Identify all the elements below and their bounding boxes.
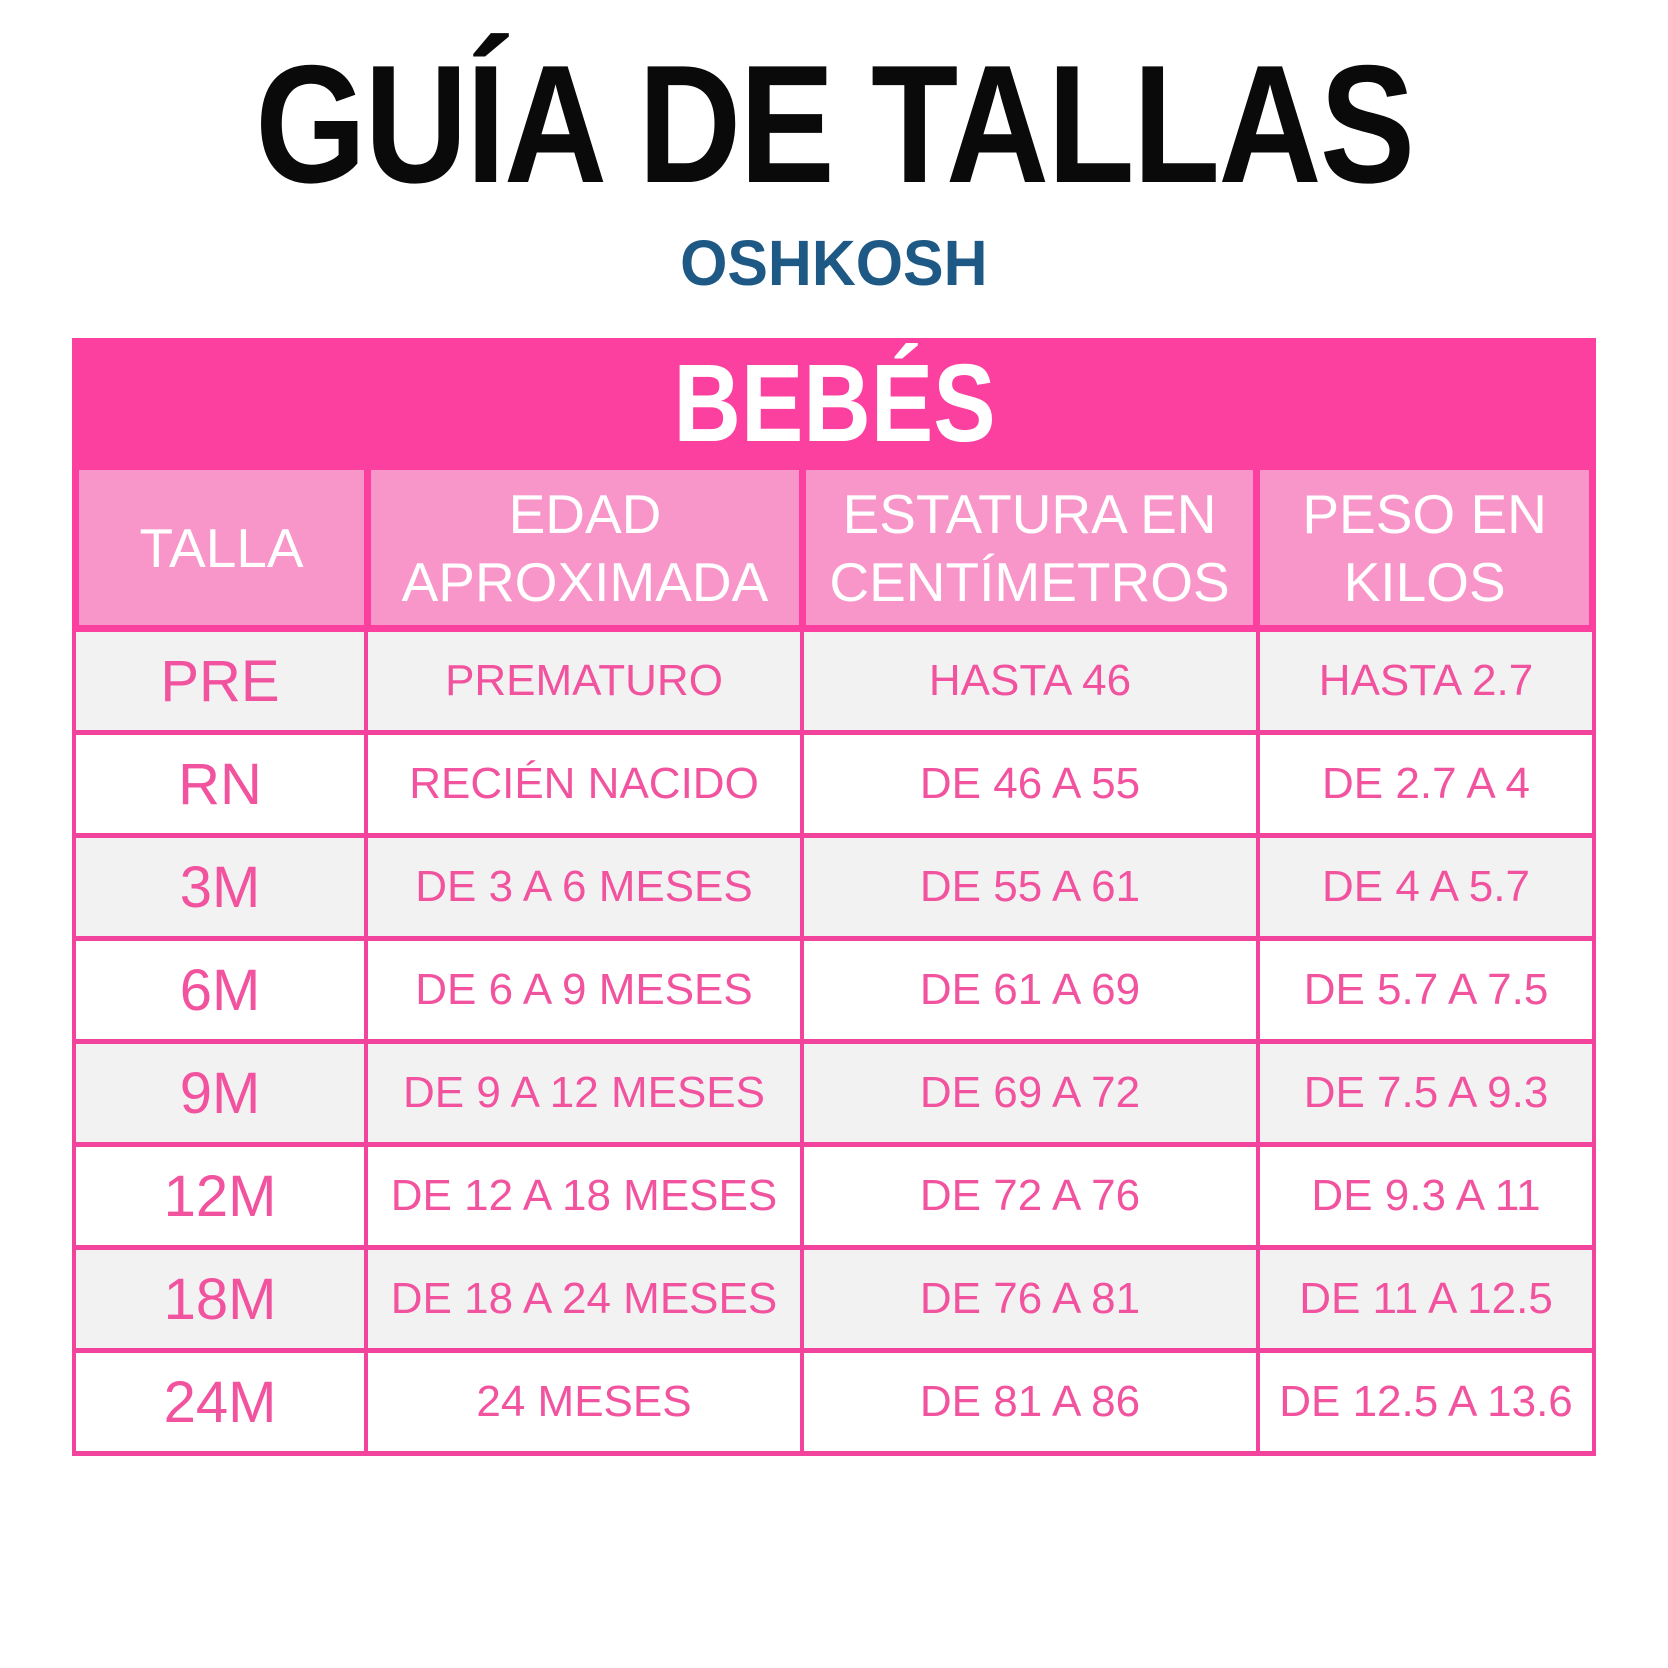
cell-peso: DE 4 A 5.7 [1260,838,1592,936]
cell-peso: DE 5.7 A 7.5 [1260,941,1592,1039]
cell-talla: 18M [76,1250,364,1348]
cell-peso: DE 12.5 A 13.6 [1260,1353,1592,1451]
brand-name: OSHKOSH [680,227,988,299]
cell-estatura: DE 46 A 55 [804,735,1256,833]
cell-estatura: DE 69 A 72 [804,1044,1256,1142]
cell-peso: DE 9.3 A 11 [1260,1147,1592,1245]
cell-estatura: DE 61 A 69 [804,941,1256,1039]
header-estatura: ESTATURA EN CENTÍMETROS [805,470,1254,625]
cell-peso: DE 11 A 12.5 [1260,1250,1592,1348]
table-row: 18M DE 18 A 24 MESES DE 76 A 81 DE 11 A 12.… [76,1250,1592,1348]
cell-talla: RN [76,735,364,833]
table-row: PRE PREMATURO HASTA 46 HASTA 2.7 [76,632,1592,730]
cell-edad: RECIÉN NACIDO [368,735,800,833]
table-row: 9M DE 9 A 12 MESES DE 69 A 72 DE 7.5 A 9.3 [76,1044,1592,1142]
cell-edad: DE 9 A 12 MESES [368,1044,800,1142]
table-row: RN RECIÉN NACIDO DE 46 A 55 DE 2.7 A 4 [76,735,1592,833]
cell-talla: 24M [76,1353,364,1451]
cell-edad: DE 3 A 6 MESES [368,838,800,936]
table-row: 24M 24 MESES DE 81 A 86 DE 12.5 A 13.6 [76,1353,1592,1451]
cell-edad: DE 6 A 9 MESES [368,941,800,1039]
header-peso: PESO EN KILOS [1260,470,1589,625]
cell-edad: DE 18 A 24 MESES [368,1250,800,1348]
cell-peso: DE 2.7 A 4 [1260,735,1592,833]
cell-talla: 9M [76,1044,364,1142]
cell-talla: 6M [76,941,364,1039]
cell-peso: DE 7.5 A 9.3 [1260,1044,1592,1142]
page-title: GUÍA DE TALLAS [254,30,1415,218]
table-header-row: TALLA EDAD APROXIMADA ESTATURA EN CENTÍM… [72,470,1596,632]
header-edad: EDAD APROXIMADA [371,470,799,625]
table-row: 3M DE 3 A 6 MESES DE 55 A 61 DE 4 A 5.7 [76,838,1592,936]
cell-estatura: DE 76 A 81 [804,1250,1256,1348]
table-row: 12M DE 12 A 18 MESES DE 72 A 76 DE 9.3 A 11 [76,1147,1592,1245]
cell-talla: 3M [76,838,364,936]
section-title: BEBÉS [672,342,996,465]
section-banner: BEBÉS [72,338,1596,470]
cell-estatura: DE 55 A 61 [804,838,1256,936]
cell-talla: 12M [76,1147,364,1245]
size-table: BEBÉS TALLA EDAD APROXIMADA ESTATURA EN … [72,338,1596,1456]
cell-estatura: HASTA 46 [804,632,1256,730]
cell-edad: DE 12 A 18 MESES [368,1147,800,1245]
cell-talla: PRE [76,632,364,730]
cell-edad: 24 MESES [368,1353,800,1451]
cell-estatura: DE 81 A 86 [804,1353,1256,1451]
cell-peso: HASTA 2.7 [1260,632,1592,730]
cell-estatura: DE 72 A 76 [804,1147,1256,1245]
table-row: 6M DE 6 A 9 MESES DE 61 A 69 DE 5.7 A 7.5 [76,941,1592,1039]
header-talla: TALLA [79,470,365,625]
cell-edad: PREMATURO [368,632,800,730]
table-body: PRE PREMATURO HASTA 46 HASTA 2.7 RN RECIÉN NA… [72,632,1596,1456]
